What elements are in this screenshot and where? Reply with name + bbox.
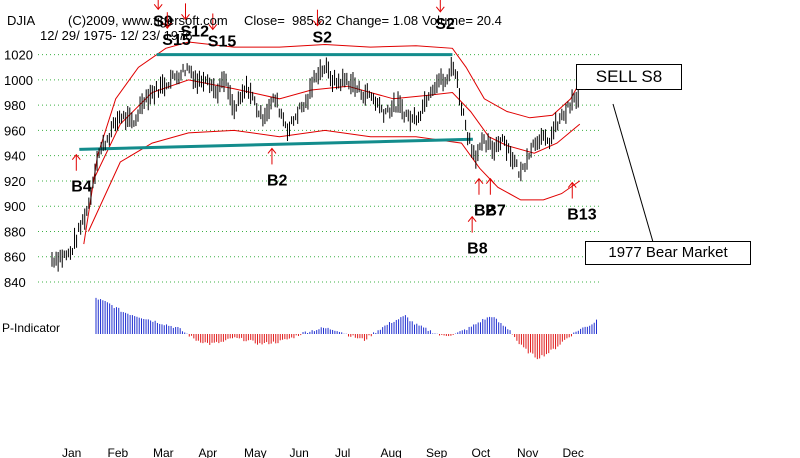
signal-arrowhead <box>474 177 484 185</box>
signal-arrowhead <box>267 147 277 154</box>
signal-label: S15 <box>208 33 237 50</box>
signal-arrowhead <box>71 153 81 161</box>
signal-arrowhead <box>153 3 163 11</box>
signal-label: S9 <box>153 13 173 30</box>
x-tick-label: May <box>244 446 267 458</box>
y-tick-label: 840 <box>4 275 26 290</box>
y-tick-label: 860 <box>4 250 26 265</box>
symbol-label: DJIA <box>7 13 36 28</box>
lower-band <box>87 129 581 232</box>
signal-arrowhead <box>567 181 577 188</box>
x-tick-label: Jul <box>335 446 350 458</box>
signal-arrowhead <box>467 215 477 222</box>
trendline <box>79 137 473 151</box>
signal-label: B4 <box>71 179 92 196</box>
signal-arrowhead <box>162 22 172 30</box>
signal-label: B2 <box>474 203 495 220</box>
y-tick-label: 980 <box>4 98 26 113</box>
signal-arrowhead <box>313 20 322 27</box>
volume-value: Volume= 20.4 <box>422 13 502 28</box>
x-tick-label: Mar <box>153 446 174 458</box>
signal-arrowhead <box>435 6 445 13</box>
signal-label: B13 <box>567 207 596 224</box>
signal-label: B2 <box>267 172 288 189</box>
bear-pointer-line <box>612 103 654 243</box>
change-value: Change= 1.08 <box>336 13 419 28</box>
signal-label: S15 <box>162 32 191 49</box>
signal-label: B8 <box>467 241 488 258</box>
signal-label: S12 <box>181 23 210 40</box>
y-tick-label: 960 <box>4 123 26 138</box>
close-value: Close= 985.62 <box>244 13 332 28</box>
x-tick-label: Feb <box>108 446 129 458</box>
bands <box>83 41 581 245</box>
x-tick-label: Nov <box>517 446 538 458</box>
y-tick-label: 1020 <box>4 48 33 63</box>
p-indicator-label: P-Indicator <box>2 321 61 335</box>
upper-band <box>83 41 581 245</box>
y-tick-label: 940 <box>4 149 26 164</box>
sell-callout: SELL S8 <box>576 64 682 90</box>
date-range: 12/ 29/ 1975- 12/ 23/ 1976 <box>40 28 193 43</box>
bear-market-callout: 1977 Bear Market <box>585 241 751 265</box>
y-axis-labels: 840 860 880 900 920 940 960 980 1000 1020 <box>4 48 33 290</box>
signal-label: S2 <box>435 16 455 33</box>
y-tick-label: 880 <box>4 224 26 239</box>
y-tick-label: 900 <box>4 199 26 214</box>
signal-label: B7 <box>485 203 506 220</box>
x-tick-label: Aug <box>381 446 402 458</box>
y-tick-label: 1000 <box>4 73 33 88</box>
trendlines <box>79 53 473 151</box>
x-tick-label: Oct <box>472 446 491 458</box>
copyright-text: (C)2009, www.tigersoft.com <box>68 13 228 28</box>
x-tick-label: Dec <box>563 446 584 458</box>
price-bars <box>51 56 579 272</box>
x-tick-label: Jun <box>290 446 309 458</box>
signal-arrowhead <box>208 24 218 31</box>
signal-arrowhead <box>485 177 495 185</box>
middle-band <box>92 79 581 182</box>
x-tick-label: Apr <box>199 446 218 458</box>
y-tick-label: 920 <box>4 174 26 189</box>
x-tick-label: Jan <box>62 446 81 458</box>
signal-label: S2 <box>312 30 332 47</box>
x-axis-labels: Jan Feb Mar Apr May Jun Jul Aug Sep Oct Nov Dec <box>62 446 584 458</box>
signal-arrowhead <box>181 14 190 21</box>
x-tick-label: Sep <box>426 446 448 458</box>
p-indicator-bars <box>95 297 597 360</box>
